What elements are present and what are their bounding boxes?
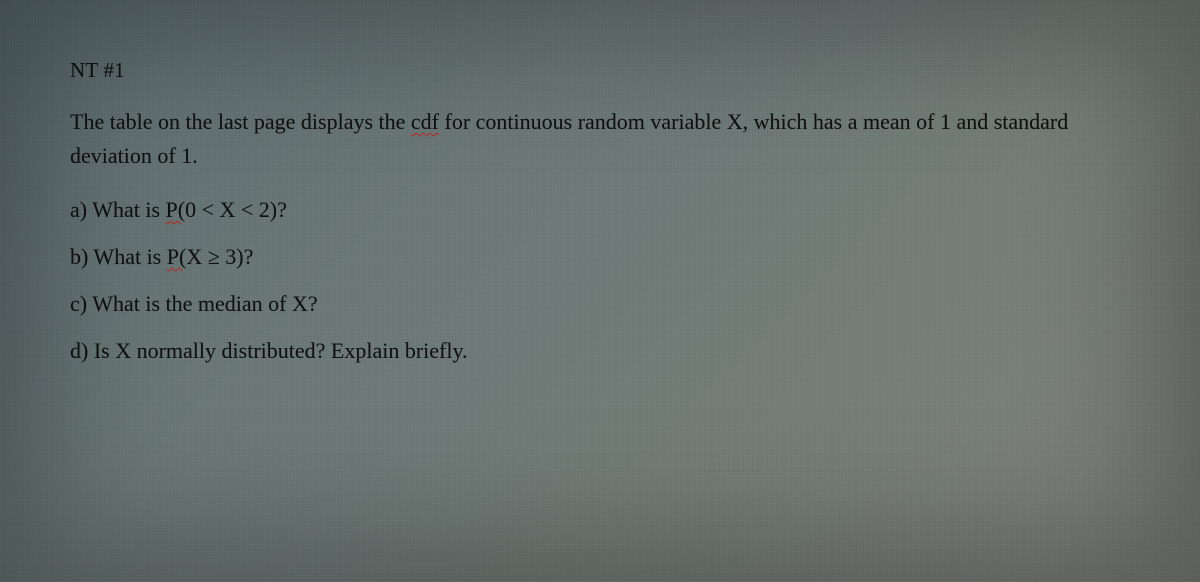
problem-intro: The table on the last page displays the … [70,105,1110,173]
intro-cdf-word: cdf [411,109,439,134]
q-a-post: 0 < X < 2)? [185,197,287,222]
question-d: d) Is X normally distributed? Explain br… [70,334,1130,367]
q-c-text: c) What is the median of X? [70,291,318,316]
question-a: a) What is P(0 < X < 2)? [70,193,1130,226]
q-b-pre: b) What is [70,244,167,269]
q-a-underlined: P( [166,197,186,222]
document-page: NT #1 The table on the last page display… [0,0,1200,582]
question-c: c) What is the median of X? [70,287,1130,320]
q-b-post: X ≥ 3)? [186,244,253,269]
intro-text-pre: The table on the last page displays the [70,109,411,134]
problem-heading: NT #1 [70,58,1130,83]
question-b: b) What is P(X ≥ 3)? [70,240,1130,273]
q-a-pre: a) What is [70,197,166,222]
heading-text: NT #1 [70,58,125,82]
q-d-text: d) Is X normally distributed? Explain br… [70,338,468,363]
q-b-underlined: P( [167,244,187,269]
